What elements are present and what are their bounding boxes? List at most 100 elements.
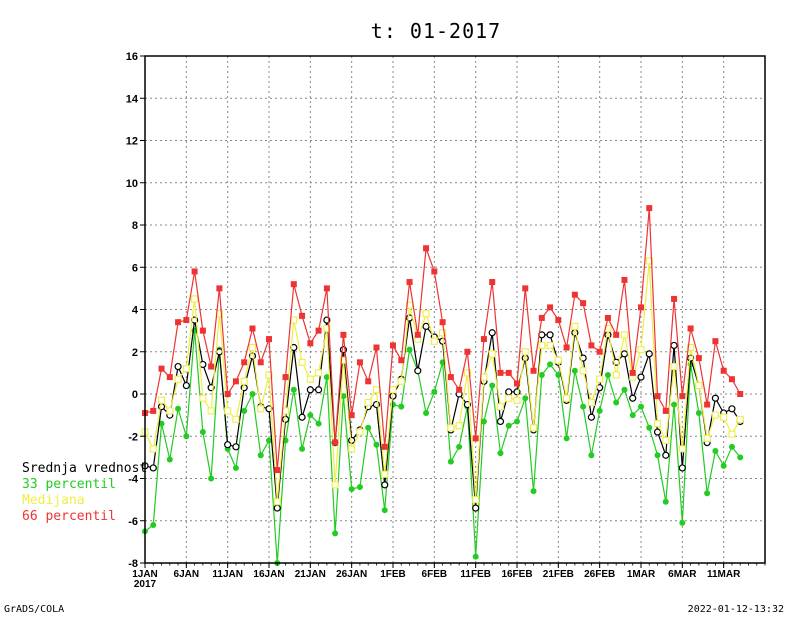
x-tick-label: 26JAN bbox=[336, 569, 367, 580]
data-point bbox=[307, 412, 314, 419]
x-tick-label: 21JAN bbox=[295, 569, 326, 580]
series-3 bbox=[142, 205, 744, 474]
data-point bbox=[183, 317, 190, 324]
data-point bbox=[514, 380, 520, 387]
data-point bbox=[439, 329, 447, 337]
data-point bbox=[480, 336, 487, 343]
data-point bbox=[711, 394, 720, 402]
data-point bbox=[191, 268, 198, 275]
data-point bbox=[199, 394, 207, 402]
legend-entry: 33 percentil bbox=[22, 477, 116, 492]
data-point bbox=[637, 373, 645, 381]
data-point bbox=[711, 411, 719, 419]
data-point bbox=[447, 424, 455, 432]
data-point bbox=[447, 374, 454, 381]
data-point bbox=[472, 435, 479, 442]
data-point bbox=[306, 375, 314, 383]
y-tick-label: 12 bbox=[126, 136, 138, 148]
data-point bbox=[150, 407, 157, 414]
data-point bbox=[620, 350, 629, 358]
data-point bbox=[299, 445, 306, 452]
data-point bbox=[538, 314, 545, 321]
x-tick-label: 6MAR bbox=[668, 569, 697, 580]
data-point bbox=[671, 401, 678, 408]
x-tick-label: 1MAR bbox=[627, 569, 656, 580]
x-axis-year-label: 2017 bbox=[134, 579, 157, 590]
data-point bbox=[670, 341, 678, 350]
data-point bbox=[728, 376, 735, 383]
data-point bbox=[249, 391, 256, 397]
x-tick-label: 21FEB bbox=[543, 569, 574, 580]
data-point bbox=[687, 325, 694, 332]
y-tick-label: -8 bbox=[128, 558, 138, 570]
data-point bbox=[414, 331, 421, 338]
data-point bbox=[521, 348, 529, 356]
series-2 bbox=[141, 257, 744, 506]
data-point bbox=[423, 245, 430, 252]
data-point bbox=[571, 322, 579, 330]
data-point bbox=[522, 285, 529, 292]
data-point bbox=[695, 355, 702, 362]
chart-title: t: 01-2017 bbox=[371, 19, 501, 43]
x-axis-ticks: 1JAN 6JAN 11JAN 16JAN 21JAN 26JAN 1FEB 6FEB 11FE… bbox=[132, 563, 766, 580]
data-point bbox=[306, 386, 314, 394]
data-point bbox=[555, 371, 562, 378]
y-tick-label: 14 bbox=[126, 93, 139, 105]
data-point bbox=[704, 401, 711, 408]
legend-entry: Srednja vrednost bbox=[22, 461, 147, 476]
data-point bbox=[571, 367, 578, 374]
data-point bbox=[150, 521, 157, 528]
data-point bbox=[340, 331, 347, 338]
data-point bbox=[720, 462, 727, 469]
data-point bbox=[629, 412, 636, 419]
data-point bbox=[737, 391, 744, 397]
data-point bbox=[456, 443, 463, 450]
data-point bbox=[356, 359, 363, 366]
data-point bbox=[712, 338, 719, 345]
data-point bbox=[199, 327, 206, 334]
data-point bbox=[257, 359, 264, 366]
data-point bbox=[216, 285, 223, 292]
y-axis-ticks: -8 -6 -4 -2 0 2 4 6 8 10 12 14 16 bbox=[126, 51, 145, 570]
data-point bbox=[687, 343, 695, 352]
data-point bbox=[397, 377, 405, 385]
data-point bbox=[737, 454, 744, 461]
x-tick-label: 6JAN bbox=[174, 569, 200, 580]
data-point bbox=[662, 407, 669, 414]
data-point bbox=[596, 348, 603, 355]
data-point bbox=[695, 410, 702, 417]
data-point bbox=[273, 498, 281, 506]
data-point bbox=[373, 441, 380, 448]
data-point bbox=[266, 336, 272, 343]
data-point bbox=[174, 375, 182, 383]
data-point bbox=[662, 498, 669, 505]
legend-entry: Medijana bbox=[22, 493, 85, 508]
data-point bbox=[307, 340, 314, 347]
y-tick-label: 16 bbox=[126, 51, 138, 63]
data-point bbox=[638, 403, 644, 410]
data-point bbox=[671, 295, 678, 302]
y-tick-label: 10 bbox=[126, 178, 138, 190]
data-point bbox=[604, 371, 611, 378]
series-layer bbox=[141, 205, 744, 566]
data-point bbox=[182, 381, 190, 390]
data-point bbox=[596, 407, 603, 414]
data-point bbox=[505, 369, 512, 376]
data-point bbox=[182, 365, 190, 373]
data-point bbox=[546, 341, 554, 349]
data-point bbox=[547, 361, 554, 368]
data-point bbox=[653, 420, 662, 428]
data-point bbox=[232, 415, 240, 423]
data-point bbox=[439, 319, 446, 326]
data-point bbox=[662, 436, 670, 445]
data-point bbox=[653, 428, 662, 436]
data-point bbox=[613, 331, 620, 338]
data-point bbox=[398, 357, 405, 364]
x-tick-label: 16FEB bbox=[501, 569, 532, 580]
data-point bbox=[183, 433, 190, 440]
data-point bbox=[497, 450, 504, 457]
data-point bbox=[571, 291, 578, 298]
data-point bbox=[332, 439, 339, 446]
data-point bbox=[604, 314, 611, 321]
data-point bbox=[530, 488, 537, 495]
